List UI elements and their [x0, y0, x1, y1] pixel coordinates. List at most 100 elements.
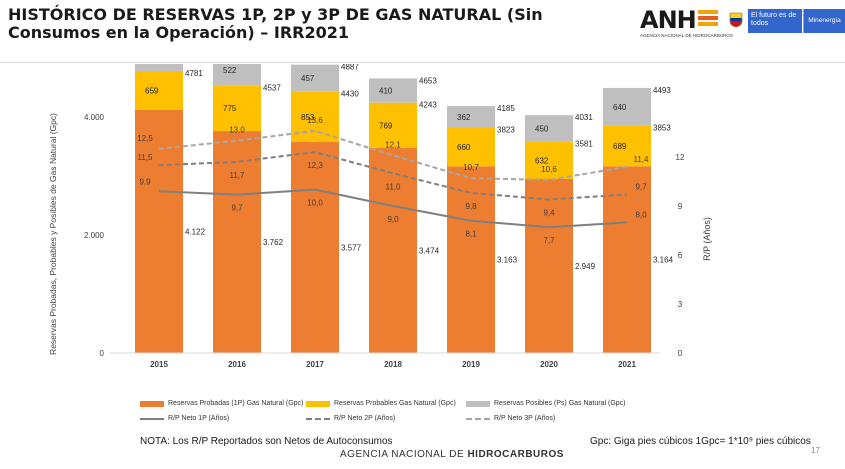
footer-agency-bold: HIDROCARBUROS [467, 449, 564, 460]
y-tick-label: 2.000 [84, 231, 105, 240]
legend-item-rp1: R/P Neto 1P (Años) [140, 415, 229, 422]
data-label-total-3p: 4185 [497, 104, 515, 113]
legend-swatch-3p [466, 400, 490, 407]
bar-segment-posibles [447, 106, 495, 128]
x-tick-label: 2016 [228, 360, 246, 369]
data-label-probables: 769 [379, 121, 393, 130]
bar-segment-1p [213, 131, 261, 353]
rp-label-2p: 9,7 [635, 183, 647, 192]
rp-line-1p [158, 188, 628, 229]
data-label-1p: 4.122 [185, 227, 206, 236]
bar-segment-posibles [369, 78, 417, 103]
legend-label-rp3: R/P Neto 3P (Años) [494, 415, 556, 422]
rp-label-1p: 10,0 [307, 199, 323, 208]
rp-label-1p: 7,7 [543, 236, 555, 245]
bar-segment-probables [525, 141, 573, 180]
rp-label-1p: 9,9 [139, 177, 151, 186]
y2-tick-label: 3 [678, 300, 683, 309]
note-autoconsumos: NOTA: Los R/P Reportados son Netos de Au… [140, 436, 393, 447]
header-divider [0, 62, 845, 63]
data-label-probables: 853 [301, 113, 315, 122]
y2-tick-label: 6 [678, 251, 683, 260]
data-label-posibles: 640 [613, 103, 627, 112]
legend-label-2p: Reservas Probables Gas Natural (Gpc) [334, 400, 456, 407]
x-tick-label: 2017 [306, 360, 324, 369]
x-tick-label: 2020 [540, 360, 558, 369]
data-label-posibles: 450 [535, 124, 549, 133]
bar-segment-probables [135, 70, 183, 110]
anh-logo: ANH AGENCIA NACIONAL DE HIDROCARBUROS [640, 6, 733, 42]
rp-label-2p: 9,8 [465, 202, 477, 211]
y-tick-label: 0 [100, 349, 105, 358]
data-label-total-3p: 4887 [341, 64, 359, 72]
data-label-1p: 3.577 [341, 243, 362, 252]
data-label-total-3p: 4653 [419, 76, 437, 85]
data-label-probables: 632 [535, 156, 549, 165]
note-units: Gpc: Giga pies cúbicos 1Gpc= 1*10⁹ pies … [590, 436, 811, 447]
legend-label-3p: Reservas Posibles (Ps) Gas Natural (Gpc) [494, 400, 626, 407]
data-label-1p: 2.949 [575, 262, 596, 271]
bar-segment-posibles [603, 87, 651, 126]
data-label-posibles: 457 [301, 74, 315, 83]
data-label-1p: 3.163 [497, 256, 518, 265]
rp-label-1p: 9,7 [231, 204, 243, 213]
bar-segment-1p [369, 148, 417, 353]
bar-segment-1p [135, 109, 183, 353]
bar-segment-posibles [291, 64, 339, 92]
data-label-probables: 660 [457, 143, 471, 152]
data-label-posibles: 410 [379, 87, 393, 96]
data-label-total-2p: 3823 [497, 125, 515, 134]
rp-label-1p: 9,0 [387, 215, 399, 224]
rp-label-3p: 10,6 [541, 165, 557, 174]
data-label-total-3p: 4031 [575, 113, 593, 122]
page-title: HISTÓRICO DE RESERVAS 1P, 2P y 3P DE GAS… [8, 5, 543, 42]
y-axis-title: Reservas Probadas, Probables y Posibles … [48, 113, 58, 355]
page-number: 17 [811, 446, 820, 455]
data-label-1p: 3.164 [653, 256, 674, 265]
colombia-shield-icon [729, 12, 743, 28]
data-label-total-2p: 4430 [341, 90, 359, 99]
rp-line-2p [158, 151, 628, 201]
rp-label-2p: 9,4 [543, 208, 555, 217]
bar-segment-posibles [525, 115, 573, 142]
y2-tick-label: 0 [678, 349, 683, 358]
data-label-probables: 659 [145, 86, 159, 95]
footer-agency: AGENCIA NACIONAL DE HIDROCARBUROS [340, 449, 564, 460]
legend-swatch-2p [306, 400, 330, 407]
bar-segment-1p [603, 166, 651, 353]
legend-item-rp3: R/P Neto 3P (Años) [466, 415, 555, 422]
data-label-total-2p: 3853 [653, 124, 671, 133]
data-label-total-2p: 4781 [185, 69, 203, 78]
anh-logo-text: ANH [640, 6, 697, 34]
x-tick-label: 2019 [462, 360, 480, 369]
data-label-total-3p: 4493 [653, 86, 671, 95]
bar-segment-posibles [213, 64, 261, 86]
data-label-total-2p: 4243 [419, 101, 437, 110]
bar-segment-posibles [135, 64, 183, 71]
rp-label-2p: 11,5 [138, 153, 154, 162]
bar-segment-1p [447, 166, 495, 353]
anh-logo-stripes-icon [698, 10, 718, 26]
x-tick-label: 2018 [384, 360, 402, 369]
data-label-posibles: 362 [457, 113, 471, 122]
ministry-badge: Minenergía [803, 9, 845, 33]
x-tick-label: 2021 [618, 360, 636, 369]
legend-swatch-1p [140, 400, 164, 407]
bar-segment-1p [525, 179, 573, 353]
bar-segment-probables [447, 127, 495, 167]
gov-badge: El futuro es de todos [748, 9, 802, 33]
rp-label-3p: 13,0 [229, 126, 245, 135]
data-label-posibles: 522 [223, 66, 237, 75]
anh-logo-subtitle: AGENCIA NACIONAL DE HIDROCARBUROS [640, 33, 733, 38]
y2-tick-label: 9 [678, 202, 683, 211]
legend-label-rp1: R/P Neto 1P (Años) [168, 415, 230, 422]
bar-segment-probables [369, 102, 417, 149]
rp-label-1p: 8,1 [465, 230, 477, 239]
y-tick-label: 4.000 [84, 113, 105, 122]
legend-item-1p: Reservas Probadas (1P) Gas Natural (Gpc) [140, 400, 303, 407]
legend-item-3p: Reservas Posibles (Ps) Gas Natural (Gpc) [466, 400, 625, 407]
rp-label-1p: 8,0 [635, 210, 647, 219]
legend-swatch-rp2 [306, 417, 330, 420]
legend-label-1p: Reservas Probadas (1P) Gas Natural (Gpc) [168, 400, 304, 407]
data-label-total-2p: 3581 [575, 140, 593, 149]
